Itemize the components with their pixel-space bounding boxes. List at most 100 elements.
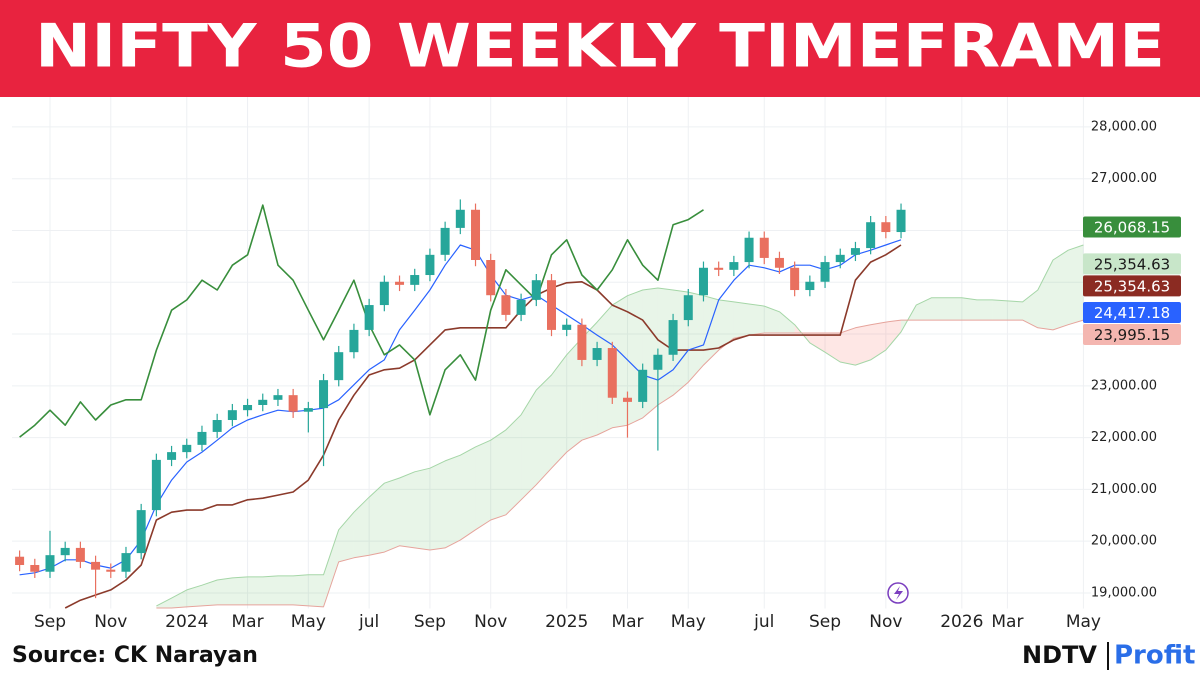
candle-body	[319, 380, 329, 409]
candle-body	[881, 222, 891, 233]
candle-body	[501, 295, 511, 315]
x-tick-label: Mar	[611, 612, 643, 632]
price-badge	[1083, 323, 1181, 345]
cloud-segment	[977, 299, 993, 321]
y-tick-label: 21,000.00	[1091, 482, 1157, 497]
cloud-segment	[505, 414, 522, 515]
candle-body	[729, 262, 739, 270]
candle-body	[273, 395, 283, 400]
cloud-segment	[293, 574, 309, 606]
cloud-segment	[992, 299, 1008, 321]
candle-body	[75, 547, 85, 562]
candle-body	[227, 410, 237, 421]
cloud-segment	[399, 471, 415, 548]
x-tick-label: Mar	[991, 612, 1023, 632]
candle-body	[212, 420, 222, 432]
candle-body	[835, 254, 845, 263]
candle-body	[683, 295, 693, 321]
candle-body	[288, 395, 298, 412]
candle-body	[622, 397, 632, 402]
candle-body	[440, 227, 450, 255]
source: Source: CK Narayan	[12, 643, 258, 668]
cloud-span-b	[156, 319, 1084, 609]
cloud-segment	[566, 338, 582, 453]
cloud-segment	[536, 374, 552, 485]
cloud-segment	[840, 327, 856, 366]
cloud-segment	[475, 440, 491, 530]
candle-body	[395, 281, 405, 285]
candle-body	[471, 209, 481, 261]
candle-body	[774, 257, 784, 268]
cloud-segment	[870, 322, 886, 360]
price-badge	[1083, 253, 1181, 275]
cloud-segment	[1068, 244, 1084, 325]
candle-body	[45, 555, 55, 572]
candle-body	[516, 299, 526, 315]
candle-body	[379, 281, 389, 306]
x-tick-label: 2024	[165, 612, 208, 632]
candle-body	[866, 222, 876, 249]
cloud-segment	[749, 304, 765, 336]
cloud-segment	[855, 324, 871, 366]
x-tick-label: Nov	[94, 612, 127, 632]
cloud-segment	[308, 574, 324, 607]
candle-body	[577, 324, 587, 360]
candle-body	[167, 452, 177, 460]
cloud-segment	[885, 320, 902, 351]
candle-body	[197, 431, 207, 445]
candle-body	[334, 352, 344, 381]
candle-body	[607, 348, 617, 398]
cloud-segment	[445, 455, 461, 548]
price-badge	[1083, 301, 1181, 323]
x-tick-label: Nov	[869, 612, 902, 632]
x-tick-label: May	[1066, 612, 1101, 632]
candle-body	[759, 237, 769, 258]
price-badge	[1083, 275, 1181, 297]
y-tick-label: 22,000.00	[1091, 430, 1157, 445]
candle-body	[151, 459, 161, 511]
candle-body	[805, 281, 815, 291]
cloud-segment	[946, 297, 962, 321]
x-tick-label: 2026	[940, 612, 983, 632]
candle-body	[121, 553, 131, 572]
header-band	[0, 0, 1200, 97]
cloud-segment	[961, 297, 978, 321]
cloud-segment	[460, 446, 476, 541]
candle-body	[60, 547, 70, 556]
candle-body	[714, 267, 724, 270]
indicator-line	[19, 204, 704, 438]
cloud-segment	[277, 575, 294, 605]
candle-body	[106, 569, 116, 572]
cloud-segment	[551, 354, 567, 469]
candle-body	[653, 354, 663, 370]
cloud-segment	[338, 512, 354, 562]
price-badge-label: 25,354.63	[1094, 277, 1170, 295]
cloud-segment	[247, 576, 263, 605]
candle-body	[486, 260, 496, 296]
cloud-segment	[429, 460, 446, 550]
cloud-segment	[657, 287, 674, 405]
x-tick-label: 2025	[545, 612, 588, 632]
price-badge-label: 26,068.15	[1094, 218, 1170, 236]
cloud-segment	[384, 478, 400, 553]
cloud-segment	[414, 468, 430, 550]
indicator-line	[19, 239, 902, 576]
y-tick-label: 20,000.00	[1091, 534, 1157, 549]
cloud-segment	[779, 311, 795, 334]
cloud-segment	[1053, 250, 1069, 330]
cloud-segment	[490, 429, 506, 520]
y-tick-label: 23,000.00	[1091, 378, 1157, 393]
y-tick-label: 28,000.00	[1091, 119, 1157, 134]
cloud-segment	[718, 299, 734, 351]
cloud-segment	[323, 529, 339, 607]
candle-body	[258, 399, 268, 405]
cloud-segment	[186, 585, 202, 607]
cloud-segment	[369, 483, 385, 556]
candle-body	[349, 329, 359, 353]
candle-body	[182, 444, 192, 453]
cloud-segment	[217, 577, 233, 605]
candle-body	[790, 267, 800, 291]
candle-body	[15, 556, 25, 566]
price-badge	[1083, 216, 1181, 238]
cloud-segment	[1037, 260, 1054, 330]
